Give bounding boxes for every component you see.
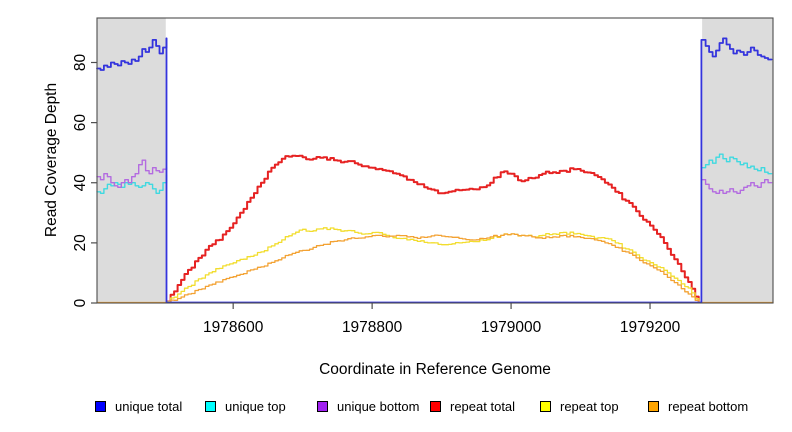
x-axis-title: Coordinate in Reference Genome <box>319 361 551 378</box>
series-repeat-bottom <box>96 233 774 304</box>
legend-label: repeat total <box>450 398 516 414</box>
legend-label: repeat top <box>560 398 619 414</box>
x-tick-label: 1979000 <box>481 319 542 336</box>
y-tick-label: 80 <box>72 53 89 71</box>
shaded-region-0 <box>97 18 166 303</box>
series-repeat-total <box>166 154 700 303</box>
legend-swatch-unique-total <box>95 400 106 412</box>
series-path <box>166 227 700 303</box>
legend-swatch-repeat-top <box>540 400 551 412</box>
legend-label: repeat bottom <box>668 398 749 414</box>
y-tick-label: 20 <box>72 234 89 252</box>
y-tick-label: 40 <box>72 174 89 192</box>
plot-border <box>96 17 774 304</box>
series-path <box>96 159 168 188</box>
legend-item-unique-total: unique total <box>95 397 182 415</box>
y-axis: 0 20 40 60 80 <box>72 53 97 307</box>
legend-label: unique total <box>115 398 183 414</box>
y-tick-label: 60 <box>72 114 89 132</box>
legend-swatch-repeat-bottom <box>648 400 659 412</box>
series-unique-total <box>96 37 773 304</box>
legend-item-repeat-total: repeat total <box>430 397 515 415</box>
legend-item-unique-top: unique top <box>205 397 286 415</box>
x-tick-label: 1978600 <box>203 319 264 336</box>
coverage-plot-canvas: 1978600 1978800 1979000 1979200 0 20 40 60 80 <box>72 17 774 336</box>
legend: unique total unique top unique bottom repea… <box>0 397 792 419</box>
series-path <box>701 179 773 194</box>
x-tick-label: 1979200 <box>620 319 681 336</box>
legend-swatch-repeat-total <box>430 400 441 412</box>
series-path <box>96 37 168 71</box>
series-path <box>166 154 700 303</box>
series-path <box>166 233 700 303</box>
series-repeat-top <box>166 227 700 303</box>
x-tick-label: 1978800 <box>342 319 403 336</box>
series-unique-top <box>96 153 773 194</box>
legend-item-unique-bottom: unique bottom <box>317 397 419 415</box>
legend-item-repeat-top: repeat top <box>540 397 619 415</box>
y-tick-label: 0 <box>72 298 89 307</box>
legend-label: unique bottom <box>337 398 420 414</box>
legend-swatch-unique-top <box>205 400 216 412</box>
series-path <box>701 37 773 61</box>
series-unique-bottom <box>96 159 773 194</box>
legend-label: unique top <box>225 398 286 414</box>
series-path <box>165 37 703 304</box>
legend-item-repeat-bottom: repeat bottom <box>648 397 748 415</box>
y-axis-title: Read Coverage Depth <box>43 82 60 238</box>
series-path <box>701 153 773 175</box>
x-axis: 1978600 1978800 1979000 1979200 <box>203 303 681 336</box>
legend-swatch-unique-bottom <box>317 400 328 412</box>
